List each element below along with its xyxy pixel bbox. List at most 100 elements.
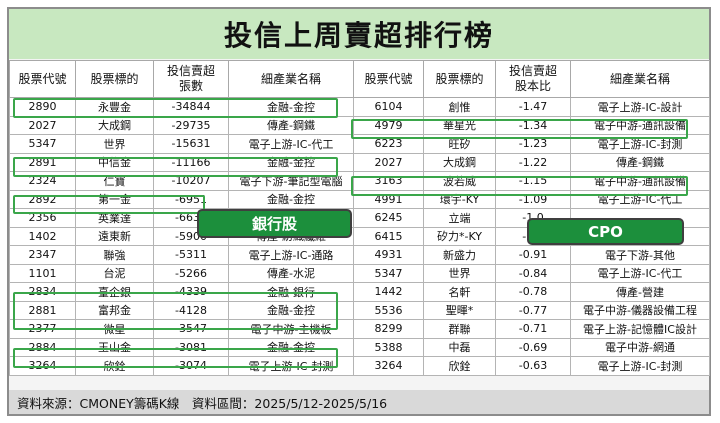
cell-code-2: 8299 bbox=[353, 319, 424, 339]
cell-code-2: 6415 bbox=[353, 226, 424, 246]
table-row: 3264 欣銓 -3074 電子上游-IC-封測 3264 欣銓 -0.63 電子上游-IC-… bbox=[9, 356, 710, 376]
table-row: 2884 玉山金 -3081 金融-金控 5388 中磊 -0.69 電子中游-網通 bbox=[9, 337, 710, 357]
cell-name-2: 新盛力 bbox=[423, 245, 496, 265]
cell-sell-shares: -11166 bbox=[153, 152, 229, 172]
cell-industry-2: 電子下游-其他 bbox=[570, 245, 710, 265]
cell-code: 2377 bbox=[9, 319, 76, 339]
cell-sell-shares: -6951 bbox=[153, 189, 229, 209]
cell-industry-2: 電子上游-記憶體IC設計 bbox=[570, 319, 710, 339]
cell-name-2: 創惟 bbox=[423, 97, 496, 117]
cell-code-2: 6104 bbox=[353, 97, 424, 117]
cell-sell-ratio: -0.77 bbox=[495, 300, 571, 320]
table-row: 2881 富邦金 -4128 金融-金控 5536 聖暉* -0.77 電子中游-儀器設備工程 bbox=[9, 300, 710, 320]
table-row: 2892 第一金 -6951 金融-金控 4991 環宇-KY -1.09 電子上游-IC-代… bbox=[9, 189, 710, 209]
cell-name: 聯強 bbox=[75, 245, 154, 265]
cell-code: 1402 bbox=[9, 226, 76, 246]
cell-sell-shares: -15631 bbox=[153, 134, 229, 154]
cell-code: 1101 bbox=[9, 263, 76, 283]
cell-industry-2: 電子上游-IC-代工 bbox=[570, 189, 710, 209]
cell-sell-ratio: -0.84 bbox=[495, 263, 571, 283]
cell-sell-ratio: -0.71 bbox=[495, 319, 571, 339]
cell-name: 仁寶 bbox=[75, 171, 154, 191]
table-row: 2347 聯強 -5311 電子上游-IC-通路 4931 新盛力 -0.91 電子下游-其他 bbox=[9, 245, 710, 265]
cell-industry: 金融-金控 bbox=[228, 337, 354, 357]
cell-name-2: 環宇-KY bbox=[423, 189, 496, 209]
cell-industry-2: 傳產-鋼鐵 bbox=[570, 152, 710, 172]
cell-code: 2884 bbox=[9, 337, 76, 357]
page-title: 投信上周賣超排行榜 bbox=[9, 9, 709, 59]
header-industry-2: 細產業名稱 bbox=[570, 60, 710, 98]
table-row: 1101 台泥 -5266 傳產-水泥 5347 世界 -0.84 電子上游-IC-代工 bbox=[9, 263, 710, 283]
cell-name: 中信金 bbox=[75, 152, 154, 172]
cpo-badge: CPO bbox=[527, 218, 684, 245]
cell-sell-shares: -3081 bbox=[153, 337, 229, 357]
table-row: 2377 微星 -3547 電子中游-主機板 8299 群聯 -0.71 電子上游-記憶體IC… bbox=[9, 319, 710, 339]
cell-sell-shares: -5266 bbox=[153, 263, 229, 283]
cell-sell-ratio: -0.78 bbox=[495, 282, 571, 302]
bank-stock-badge: 銀行股 bbox=[197, 209, 352, 238]
cell-industry-2: 電子上游-IC-代工 bbox=[570, 263, 710, 283]
cell-code-2: 4979 bbox=[353, 115, 424, 135]
header-industry: 細產業名稱 bbox=[228, 60, 354, 98]
cell-sell-shares: -10207 bbox=[153, 171, 229, 191]
cell-name: 遠東新 bbox=[75, 226, 154, 246]
cell-code: 2834 bbox=[9, 282, 76, 302]
cell-industry-2: 電子上游-IC-封測 bbox=[570, 134, 710, 154]
cell-code-2: 5388 bbox=[353, 337, 424, 357]
cell-code-2: 5536 bbox=[353, 300, 424, 320]
cell-name: 第一金 bbox=[75, 189, 154, 209]
cell-name: 臺企銀 bbox=[75, 282, 154, 302]
table-row: 2891 中信金 -11166 金融-金控 2027 大成鋼 -1.22 傳產-鋼鐵 bbox=[9, 152, 710, 172]
cell-name-2: 立端 bbox=[423, 208, 496, 228]
cell-code-2: 2027 bbox=[353, 152, 424, 172]
cell-code-2: 6223 bbox=[353, 134, 424, 154]
cell-code: 2890 bbox=[9, 97, 76, 117]
cell-industry-2: 電子上游-IC-設計 bbox=[570, 97, 710, 117]
cell-name: 英業達 bbox=[75, 208, 154, 228]
cell-industry-2: 電子中游-儀器設備工程 bbox=[570, 300, 710, 320]
cell-industry: 金融-金控 bbox=[228, 152, 354, 172]
header-stock-code: 股票代號 bbox=[9, 60, 76, 98]
cell-industry-2: 電子中游-網通 bbox=[570, 337, 710, 357]
cell-sell-ratio: -1.15 bbox=[495, 171, 571, 191]
cell-code: 2356 bbox=[9, 208, 76, 228]
cell-name: 微星 bbox=[75, 319, 154, 339]
table-row: 2027 大成鋼 -29735 傳產-鋼鐵 4979 華星光 -1.34 電子中游-通訊設備 bbox=[9, 115, 710, 135]
cell-industry: 金融-金控 bbox=[228, 300, 354, 320]
cell-sell-ratio: -1.22 bbox=[495, 152, 571, 172]
cell-name: 大成鋼 bbox=[75, 115, 154, 135]
cell-code-2: 6245 bbox=[353, 208, 424, 228]
cell-name-2: 華星光 bbox=[423, 115, 496, 135]
header-stock-name-2: 股票標的 bbox=[423, 60, 496, 98]
cell-sell-shares: -34844 bbox=[153, 97, 229, 117]
cell-sell-ratio: -1.34 bbox=[495, 115, 571, 135]
cell-code: 2347 bbox=[9, 245, 76, 265]
cell-name-2: 聖暉* bbox=[423, 300, 496, 320]
cell-name-2: 旺矽 bbox=[423, 134, 496, 154]
header-stock-code-2: 股票代號 bbox=[353, 60, 424, 98]
cell-sell-shares: -3547 bbox=[153, 319, 229, 339]
cell-name-2: 名軒 bbox=[423, 282, 496, 302]
cell-industry: 傳產-水泥 bbox=[228, 263, 354, 283]
header-sell-shares: 投信賣超 張數 bbox=[153, 60, 229, 98]
cell-sell-shares: -4339 bbox=[153, 282, 229, 302]
cell-industry: 金融-金控 bbox=[228, 189, 354, 209]
data-source-footer: 資料來源：CMONEY籌碼K線 資料區間：2025/5/12-2025/5/16 bbox=[9, 390, 709, 414]
cell-name: 台泥 bbox=[75, 263, 154, 283]
cell-industry: 金融-銀行 bbox=[228, 282, 354, 302]
cell-industry: 傳產-鋼鐵 bbox=[228, 115, 354, 135]
cell-code: 3264 bbox=[9, 356, 76, 376]
cell-sell-ratio: -1.09 bbox=[495, 189, 571, 209]
cell-code-2: 5347 bbox=[353, 263, 424, 283]
cell-name: 玉山金 bbox=[75, 337, 154, 357]
cell-code: 2891 bbox=[9, 152, 76, 172]
cell-industry: 電子中游-主機板 bbox=[228, 319, 354, 339]
cell-name-2: 世界 bbox=[423, 263, 496, 283]
cell-industry: 電子上游-IC-封測 bbox=[228, 356, 354, 376]
cell-industry: 電子上游-IC-通路 bbox=[228, 245, 354, 265]
cell-name-2: 中磊 bbox=[423, 337, 496, 357]
cell-name-2: 波若威 bbox=[423, 171, 496, 191]
cell-code-2: 1442 bbox=[353, 282, 424, 302]
cell-name-2: 欣銓 bbox=[423, 356, 496, 376]
cell-sell-ratio: -0.69 bbox=[495, 337, 571, 357]
